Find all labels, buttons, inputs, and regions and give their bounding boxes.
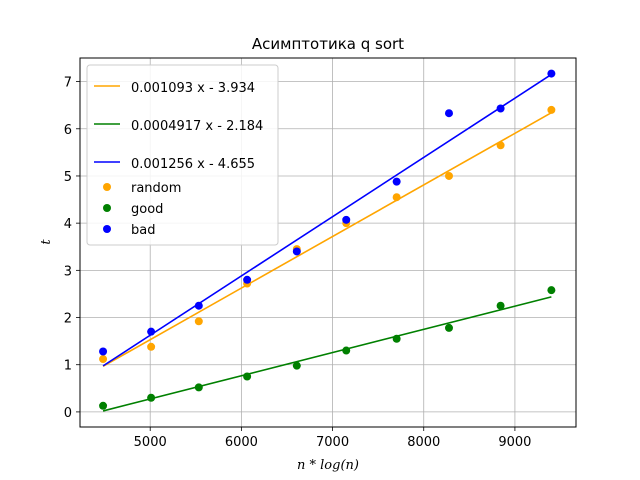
y-tick-label: 1 (64, 359, 72, 374)
point-bad (194, 301, 203, 310)
x-tick-label: 6000 (225, 435, 258, 450)
y-tick-label: 4 (64, 217, 72, 232)
legend-point-swatch (103, 183, 111, 191)
point-good (147, 393, 156, 402)
y-axis: 0 1 2 3 4 5 6 7 (64, 76, 80, 421)
legend-point-swatch (103, 204, 111, 212)
point-good (547, 286, 556, 295)
point-good (99, 401, 108, 410)
point-random (547, 105, 556, 114)
x-axis-label: n * log(n) (297, 458, 359, 473)
y-tick-label: 0 (64, 406, 72, 421)
x-tick-label: 9000 (498, 435, 531, 450)
point-good (194, 383, 203, 392)
point-bad (496, 104, 505, 113)
legend-fit-label: 0.001093 x - 3.934 (131, 81, 255, 96)
y-tick-label: 3 (64, 264, 72, 279)
fit-line-1 (102, 296, 552, 412)
legend-series-label: good (131, 202, 163, 217)
x-axis: 5000 6000 7000 8000 9000 (134, 427, 531, 450)
point-good (243, 372, 252, 381)
point-bad (147, 327, 156, 336)
point-random (444, 171, 453, 180)
x-tick-label: 8000 (407, 435, 440, 450)
point-bad (342, 215, 351, 224)
point-good (342, 346, 351, 355)
y-tick-label: 5 (64, 170, 72, 185)
point-random (147, 342, 156, 351)
point-random (194, 317, 203, 326)
point-random (496, 141, 505, 150)
point-good (292, 361, 301, 370)
fit-line-2 (102, 73, 552, 367)
point-random (99, 355, 108, 364)
legend-fit-label: 0.001256 x - 4.655 (131, 157, 255, 172)
point-bad (99, 347, 108, 356)
point-bad (547, 69, 556, 78)
plot-frame (79, 57, 577, 428)
point-good (444, 323, 453, 332)
y-tick-label: 6 (64, 123, 72, 138)
y-tick-label: 7 (64, 76, 72, 91)
chart-title: Асимптотика q sort (252, 35, 404, 53)
fit-lines (102, 73, 552, 412)
y-axis-label: t (39, 239, 54, 245)
legend-point-swatch (103, 225, 111, 233)
point-random (392, 193, 401, 202)
legend-fit-label: 0.0004917 x - 2.184 (131, 119, 263, 134)
legend-series-label: bad (131, 223, 155, 238)
legend-box (86, 64, 279, 246)
data-points (99, 69, 556, 410)
legend: 0.001093 x - 3.934 0.0004917 x - 2.184 0.0… (86, 64, 279, 246)
point-bad (292, 247, 301, 256)
fit-line-0 (102, 112, 552, 368)
point-good (392, 334, 401, 343)
point-bad (392, 177, 401, 186)
point-good (496, 301, 505, 310)
x-tick-label: 7000 (316, 435, 349, 450)
x-tick-label: 5000 (134, 435, 167, 450)
point-bad (243, 275, 252, 284)
point-bad (444, 109, 453, 118)
y-tick-label: 2 (64, 312, 72, 327)
legend-series-label: random (131, 181, 181, 196)
